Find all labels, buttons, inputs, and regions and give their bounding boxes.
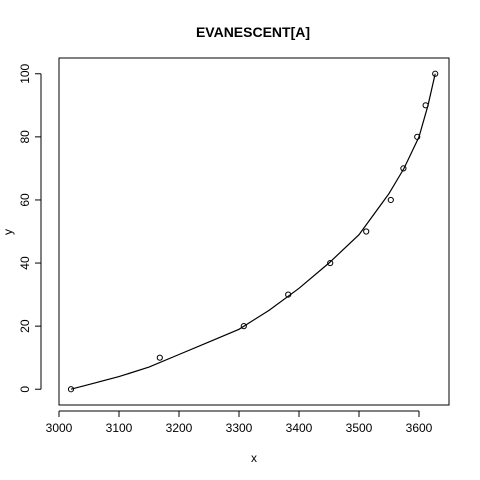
x-tick-label: 3100 xyxy=(106,421,133,435)
data-point xyxy=(363,228,370,235)
data-point xyxy=(422,102,429,109)
x-tick-label: 3400 xyxy=(286,421,313,435)
x-tick-label: 3300 xyxy=(226,421,253,435)
data-point xyxy=(414,133,421,140)
y-tick-label: 20 xyxy=(18,319,32,333)
y-tick-label: 40 xyxy=(18,256,32,270)
data-point xyxy=(156,354,163,361)
x-tick-label: 3600 xyxy=(406,421,433,435)
x-axis-label: x xyxy=(251,451,257,465)
y-axis-label: y xyxy=(1,229,15,235)
chart-title: EVANESCENT[A] xyxy=(196,24,310,40)
y-axis: 0 20 40 60 80 100 xyxy=(18,63,42,393)
x-tick-label: 3000 xyxy=(46,421,73,435)
data-point xyxy=(327,259,334,267)
data-point xyxy=(240,323,247,330)
data-point xyxy=(400,165,407,172)
data-point xyxy=(67,386,75,393)
data-point xyxy=(432,70,439,77)
y-tick-label: 60 xyxy=(18,193,32,207)
y-tick-label: 100 xyxy=(18,63,32,83)
fitted-curve-layer xyxy=(70,73,436,390)
y-tick-label: 0 xyxy=(18,386,32,393)
x-axis: 3000 3100 3200 3300 3400 3500 3600 xyxy=(46,410,433,435)
x-tick-label: 3200 xyxy=(166,421,193,435)
x-tick-label: 3500 xyxy=(346,421,373,435)
data-point xyxy=(387,196,394,204)
y-tick-label: 80 xyxy=(18,130,32,144)
data-points-layer xyxy=(67,70,439,393)
fitted-curve xyxy=(70,73,436,390)
data-point xyxy=(285,291,292,298)
plot-frame xyxy=(58,57,450,406)
